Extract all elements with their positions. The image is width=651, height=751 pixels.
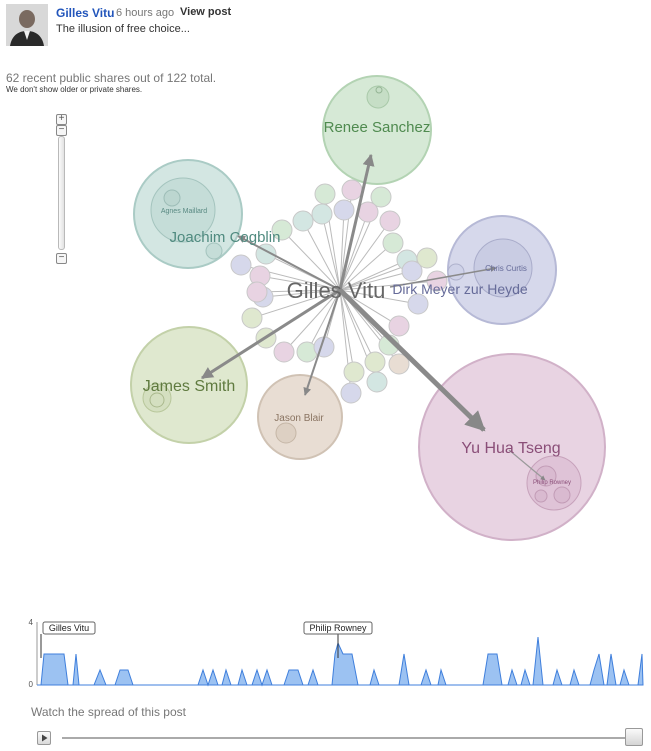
- play-button[interactable]: [37, 731, 51, 745]
- cluster-label-james[interactable]: James Smith: [143, 378, 235, 395]
- satellite-node[interactable]: [246, 281, 268, 303]
- view-post-link[interactable]: View post: [180, 6, 232, 18]
- cluster-label-agnes[interactable]: Agnes Maillard: [161, 208, 207, 215]
- play-icon: [42, 734, 48, 742]
- cluster-yuhua[interactable]: [418, 353, 606, 541]
- inner-arrows: [508, 449, 546, 481]
- timeline-flag-gilles[interactable]: Gilles Vitu: [40, 621, 96, 658]
- satellite-node[interactable]: [311, 203, 333, 225]
- cluster-label-chris[interactable]: Chris Curtis: [485, 264, 527, 273]
- satellite-spoke: [339, 289, 376, 363]
- satellite-spoke: [339, 289, 419, 305]
- scrubber-track[interactable]: [62, 737, 630, 739]
- satellite-node[interactable]: [273, 341, 295, 363]
- satellite-node[interactable]: [343, 361, 365, 383]
- satellite-spoke: [262, 289, 341, 298]
- satellite-node[interactable]: [341, 179, 363, 201]
- satellite-spoke: [339, 289, 355, 373]
- satellite-node[interactable]: [401, 260, 423, 282]
- cluster-label-renee[interactable]: Renee Sanchez: [324, 119, 431, 136]
- satellite-node[interactable]: [292, 210, 314, 232]
- reshare-arrows: [200, 153, 497, 432]
- satellite-node[interactable]: [379, 210, 401, 232]
- satellite-spoke: [339, 280, 438, 291]
- cluster-renee[interactable]: [322, 75, 432, 185]
- cluster-label-joachim[interactable]: Joachim Cogblin: [170, 229, 281, 246]
- center-label[interactable]: Gilles Vitu: [287, 278, 386, 303]
- share-count: 62 recent public shares out of 122 total…: [6, 71, 217, 85]
- cluster-label-jason[interactable]: Jason Blair: [274, 413, 324, 424]
- satellite-node[interactable]: [271, 219, 293, 241]
- satellite-spoke: [251, 289, 341, 319]
- avatar[interactable]: [6, 4, 48, 46]
- satellite-spoke: [339, 220, 391, 291]
- timeline-y-max-label: 4: [29, 618, 34, 627]
- satellite-spoke: [283, 289, 341, 353]
- timeline-area: [37, 636, 644, 687]
- satellite-node[interactable]: [364, 351, 386, 373]
- satellite-spoke: [321, 213, 341, 291]
- satellite-node[interactable]: [370, 186, 392, 208]
- satellite-node[interactable]: [382, 232, 404, 254]
- post-header: Gilles Vitu 6 hours ago View post The il…: [6, 4, 646, 48]
- satellite-spoke: [339, 259, 408, 291]
- satellite-nodes[interactable]: [230, 179, 448, 404]
- post-timestamp: 6 hours ago: [116, 7, 175, 19]
- cluster-dirk[interactable]: [447, 215, 557, 325]
- timeline-y-min-label: 0: [29, 680, 34, 689]
- share-note: We don't show older or private shares.: [6, 85, 143, 94]
- cluster-label-philip[interactable]: Philip Rowney: [533, 480, 571, 486]
- satellite-node[interactable]: [230, 254, 252, 276]
- satellite-spoke: [281, 229, 341, 291]
- zoom-in-button[interactable]: +: [56, 114, 67, 125]
- cluster-label-dirk[interactable]: Dirk Meyer zur Heyde: [392, 281, 528, 297]
- post-text: The illusion of free choice...: [56, 23, 190, 35]
- zoom-slider[interactable]: [58, 136, 65, 250]
- satellite-node[interactable]: [366, 371, 388, 393]
- zoom-out-button[interactable]: −: [56, 253, 67, 264]
- satellite-spoke: [339, 211, 369, 291]
- satellite-node[interactable]: [388, 315, 410, 337]
- satellite-spoke: [259, 275, 341, 291]
- timeline-caption: Watch the spread of this post: [31, 705, 186, 719]
- ripples-graph[interactable]: Gilles Vitu Renee Sanchez Joachim Cogbli…: [0, 0, 651, 600]
- satellite-node[interactable]: [241, 307, 263, 329]
- satellite-spoke: [339, 289, 400, 327]
- zoom-out-top-button[interactable]: −: [56, 125, 67, 136]
- cluster-james[interactable]: [130, 326, 248, 444]
- satellite-spoke: [339, 270, 413, 291]
- satellite-node[interactable]: [333, 199, 355, 221]
- scrubber-handle[interactable]: [625, 728, 643, 746]
- satellite-spoke: [306, 289, 341, 353]
- timeline-flag-philip[interactable]: Philip Rowney: [303, 621, 373, 658]
- satellite-node[interactable]: [407, 293, 429, 315]
- satellite-node[interactable]: [388, 353, 410, 375]
- satellite-spoke: [339, 209, 345, 291]
- satellite-node[interactable]: [416, 247, 438, 269]
- author-name[interactable]: Gilles Vitu: [56, 6, 115, 20]
- cluster-joachim[interactable]: [133, 159, 243, 269]
- satellite-node[interactable]: [314, 183, 336, 205]
- cluster-label-yuhua[interactable]: Yu Hua Tseng: [461, 440, 560, 457]
- timeline-chart[interactable]: 4 0 Gilles Vitu Philip Rowney: [0, 600, 651, 700]
- timeline-flag-label-gilles: Gilles Vitu: [49, 623, 89, 633]
- cluster-jason[interactable]: [257, 374, 343, 460]
- satellite-spoke: [339, 242, 394, 291]
- satellite-spoke: [302, 220, 341, 291]
- timeline-flag-label-philip: Philip Rowney: [309, 623, 367, 633]
- satellite-node[interactable]: [340, 382, 362, 404]
